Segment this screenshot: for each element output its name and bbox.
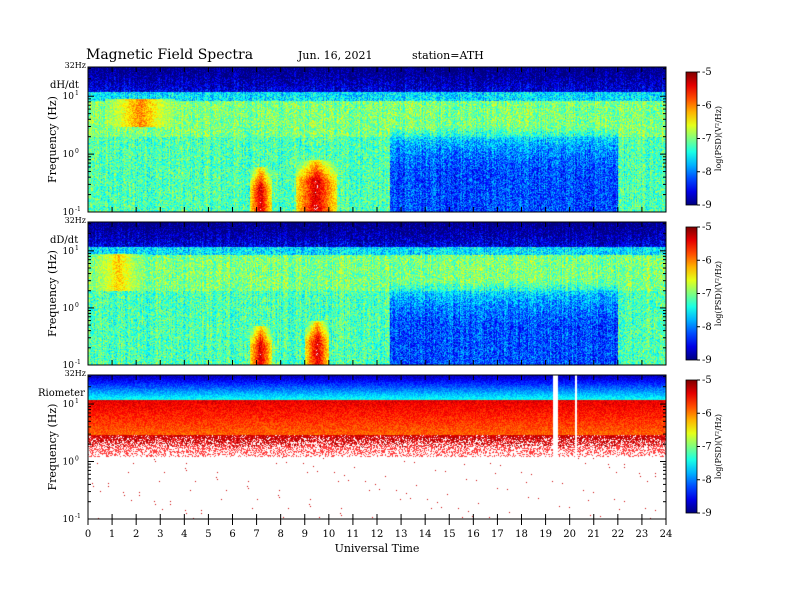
panel-label: dD/dt	[50, 235, 78, 246]
colorbar-tick-label: -5	[702, 375, 712, 386]
x-tick-label: 1	[109, 529, 115, 540]
colorbar-tick-label: -5	[702, 67, 712, 78]
y-tick-exponent: 0	[75, 148, 79, 155]
x-tick-label: 18	[515, 529, 528, 540]
y-tick-label: 10	[63, 150, 75, 160]
y-tick-exponent: -1	[75, 513, 81, 520]
x-tick-label: 17	[491, 529, 504, 540]
x-tick-label: 3	[157, 529, 163, 540]
y-top-label: 32Hz	[65, 61, 86, 70]
y-tick-exponent: 0	[75, 302, 79, 309]
x-tick-label: 7	[253, 529, 259, 540]
y-tick-exponent: -1	[75, 206, 81, 213]
y-top-label: 32Hz	[65, 369, 86, 378]
colorbar-tick-label: -7	[702, 289, 712, 300]
y-top-label: 32Hz	[65, 216, 86, 225]
colorbar-tick-label: -8	[702, 475, 712, 486]
y-tick-exponent: 1	[75, 398, 79, 405]
y-tick-exponent: -1	[75, 359, 81, 366]
x-tick-label: 5	[205, 529, 211, 540]
panel-label: dH/dt	[50, 80, 79, 91]
y-tick-label: 10	[63, 208, 75, 218]
x-tick-label: 22	[611, 529, 624, 540]
x-tick-label: 19	[539, 529, 552, 540]
y-axis-label: Frequency (Hz)	[46, 96, 59, 183]
colorbar-tick-label: -6	[702, 100, 712, 111]
x-tick-label: 10	[322, 529, 335, 540]
colorbar-tick-label: -5	[702, 222, 712, 233]
y-tick-label: 10	[63, 400, 75, 410]
x-tick-label: 9	[302, 529, 308, 540]
colorbar	[685, 226, 698, 361]
spectrogram-image	[88, 222, 666, 365]
y-tick-exponent: 1	[75, 245, 79, 252]
colorbar-tick-label: -8	[702, 167, 712, 178]
x-tick-label: 6	[229, 529, 235, 540]
x-tick-label: 4	[181, 529, 187, 540]
x-tick-label: 21	[587, 529, 600, 540]
spectrogram-image	[88, 67, 666, 212]
x-tick-label: 15	[443, 529, 456, 540]
y-tick-label: 10	[63, 92, 75, 102]
x-tick-label: 14	[419, 529, 432, 540]
x-tick-label: 0	[85, 529, 91, 540]
x-tick-label: 11	[347, 529, 360, 540]
colorbar	[685, 71, 698, 206]
colorbar-tick-label: -8	[702, 322, 712, 333]
y-tick-exponent: 0	[75, 456, 79, 463]
x-tick-label: 12	[371, 529, 384, 540]
y-tick-label: 10	[63, 361, 75, 371]
y-axis-label: Frequency (Hz)	[46, 250, 59, 337]
x-tick-label: 16	[467, 529, 480, 540]
x-tick-label: 8	[277, 529, 283, 540]
colorbar-label: log(PSD)(V²/Hz)	[714, 106, 723, 171]
figure-title: Magnetic Field Spectra	[86, 47, 253, 63]
y-tick-label: 10	[63, 515, 75, 525]
date-label: Jun. 16, 2021	[297, 49, 373, 62]
colorbar-tick-label: -7	[702, 442, 712, 453]
x-tick-label: 13	[395, 529, 408, 540]
x-axis-label: Universal Time	[335, 542, 420, 555]
colorbar-tick-label: -9	[702, 355, 712, 366]
x-tick-label: 20	[563, 529, 576, 540]
colorbar-label: log(PSD)(V²/Hz)	[714, 261, 723, 326]
colorbar-tick-label: -6	[702, 255, 712, 266]
x-tick-label: 23	[636, 529, 649, 540]
y-axis-label: Frequency (Hz)	[46, 404, 59, 491]
y-tick-label: 10	[63, 304, 75, 314]
y-tick-label: 10	[63, 247, 75, 257]
x-tick-label: 2	[133, 529, 139, 540]
x-axis: 0 1 2 3 4 5 6 7 8 9 10 11 12 13 14 15 16 17 18 19 20 21 22 23 24	[85, 519, 673, 540]
colorbar-tick-label: -9	[702, 200, 712, 211]
colorbar-tick-label: -7	[702, 134, 712, 145]
colorbar-label: log(PSD)(V²/Hz)	[714, 414, 723, 479]
station-label: station=ATH	[412, 49, 484, 62]
colorbar-tick-label: -9	[702, 508, 712, 519]
y-tick-label: 10	[63, 458, 75, 468]
y-tick-exponent: 1	[75, 90, 79, 97]
x-tick-label: 24	[660, 529, 673, 540]
spectrogram-image	[88, 375, 666, 519]
colorbar-tick-label: -6	[702, 408, 712, 419]
panel-label: Riometer	[38, 388, 85, 399]
colorbar	[685, 379, 698, 514]
